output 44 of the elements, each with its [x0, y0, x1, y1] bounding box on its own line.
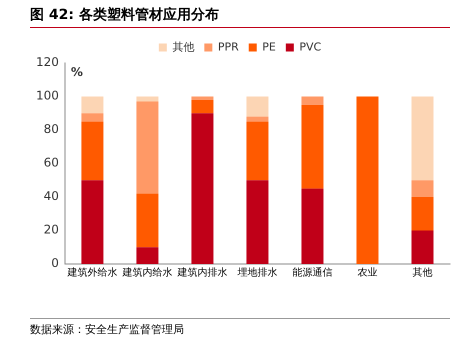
legend-label: PVC — [299, 40, 322, 54]
legend-label: PPR — [218, 40, 240, 54]
bar — [411, 197, 434, 230]
x-tick-label: 建筑内排水 — [176, 266, 228, 279]
bar — [301, 96, 324, 105]
bar — [81, 180, 104, 264]
source-note: 数据来源：安全生产监督管理局 — [30, 318, 450, 337]
x-tick-label: 建筑外给水 — [66, 266, 118, 279]
bar — [411, 180, 434, 197]
bar — [356, 96, 378, 264]
x-tick-label: 能源通信 — [292, 266, 332, 279]
bar — [81, 122, 104, 180]
x-tick-label: 其他 — [412, 266, 432, 279]
bar — [246, 96, 268, 117]
bar — [191, 100, 214, 114]
y-tick-label: 100 — [36, 88, 59, 103]
y-axis-title: % — [70, 65, 83, 80]
y-tick-label: 20 — [44, 222, 59, 237]
bar — [411, 230, 434, 264]
bar — [246, 180, 268, 264]
bar — [136, 96, 158, 102]
bar — [191, 96, 214, 100]
bar — [246, 116, 268, 122]
bar — [136, 247, 158, 264]
y-tick-label: 60 — [44, 156, 59, 170]
y-tick-label: 80 — [44, 122, 59, 136]
legend-label: PE — [262, 40, 276, 54]
legend-label: 其他 — [172, 40, 194, 54]
y-tick-label: 40 — [44, 189, 59, 204]
bar — [81, 113, 104, 122]
bar — [246, 122, 268, 180]
bar — [136, 194, 158, 248]
x-tick-label: 埋地排水 — [236, 266, 278, 279]
bar — [301, 188, 324, 264]
bar — [191, 113, 214, 264]
chart-title: 图 42: 各类塑料管材应用分布 — [30, 6, 450, 28]
bar — [136, 102, 158, 194]
x-tick-label: 建筑内给水 — [121, 266, 172, 279]
x-tick-label: 农业 — [357, 266, 378, 279]
y-tick-label: 120 — [36, 55, 59, 70]
bar — [81, 96, 104, 114]
bar — [301, 104, 324, 189]
bar — [411, 96, 434, 180]
y-tick-label: 0 — [51, 256, 59, 270]
